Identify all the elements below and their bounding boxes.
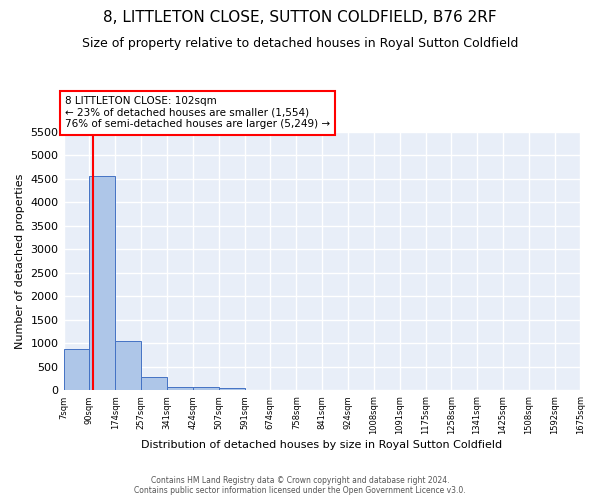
Bar: [141, 377, 167, 390]
Text: 8 LITTLETON CLOSE: 102sqm
← 23% of detached houses are smaller (1,554)
76% of se: 8 LITTLETON CLOSE: 102sqm ← 23% of detac…: [65, 96, 330, 130]
Text: 8, LITTLETON CLOSE, SUTTON COLDFIELD, B76 2RF: 8, LITTLETON CLOSE, SUTTON COLDFIELD, B7…: [103, 10, 497, 25]
Text: Size of property relative to detached houses in Royal Sutton Coldfield: Size of property relative to detached ho…: [82, 38, 518, 51]
Bar: [89, 176, 115, 390]
Text: Contains HM Land Registry data © Crown copyright and database right 2024.
Contai: Contains HM Land Registry data © Crown c…: [134, 476, 466, 495]
Y-axis label: Number of detached properties: Number of detached properties: [15, 174, 25, 349]
Bar: [218, 388, 245, 390]
Bar: [64, 349, 89, 391]
Bar: [115, 340, 141, 390]
Bar: [193, 387, 218, 390]
Bar: [167, 386, 193, 390]
X-axis label: Distribution of detached houses by size in Royal Sutton Coldfield: Distribution of detached houses by size …: [142, 440, 503, 450]
